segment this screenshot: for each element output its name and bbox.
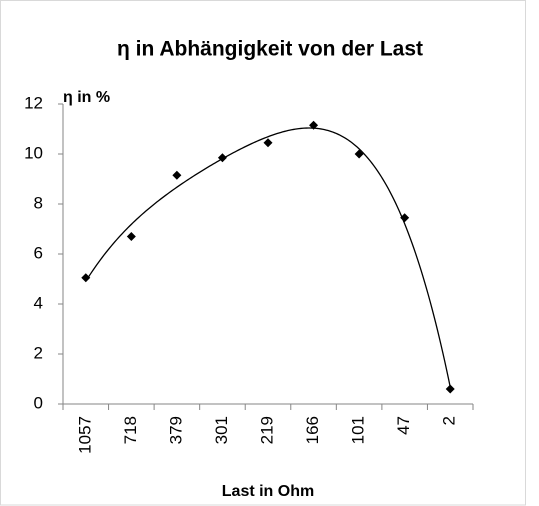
x-axis-label: Last in Ohm [222, 483, 314, 500]
x-tick-label: 1057 [75, 416, 94, 454]
y-axis-label: η in % [63, 89, 110, 106]
x-tick-label: 379 [166, 416, 185, 444]
data-point [172, 170, 182, 180]
y-tick-label: 2 [34, 343, 43, 362]
x-tick-label: 718 [121, 416, 140, 444]
x-tick-label: 47 [394, 416, 413, 435]
y-tick-label: 12 [24, 93, 43, 112]
y-tick-label: 10 [24, 143, 43, 162]
data-point [81, 273, 91, 283]
data-point [400, 213, 410, 223]
y-tick-label: 0 [34, 393, 43, 412]
y-tick-label: 4 [34, 293, 43, 312]
data-point [217, 153, 227, 163]
x-tick-label: 219 [257, 416, 276, 444]
y-tick-label: 8 [34, 193, 43, 212]
x-tick-label: 166 [303, 416, 322, 444]
data-point [263, 138, 273, 148]
data-point [445, 384, 455, 394]
chart-border [0, 0, 526, 506]
chart-title: η in Abhängigkeit von der Last [117, 38, 423, 61]
trendline [85, 127, 451, 388]
data-point [309, 120, 319, 130]
data-point [126, 232, 136, 241]
x-tick-label: 301 [212, 416, 231, 444]
x-tick-label: 101 [349, 416, 368, 444]
y-tick-label: 6 [34, 243, 43, 262]
x-tick-label: 2 [440, 416, 459, 425]
data-point [354, 149, 364, 159]
